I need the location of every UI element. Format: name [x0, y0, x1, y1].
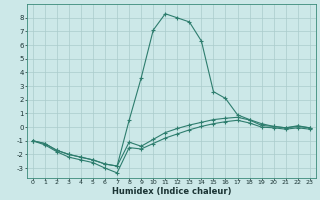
X-axis label: Humidex (Indice chaleur): Humidex (Indice chaleur)	[112, 187, 231, 196]
